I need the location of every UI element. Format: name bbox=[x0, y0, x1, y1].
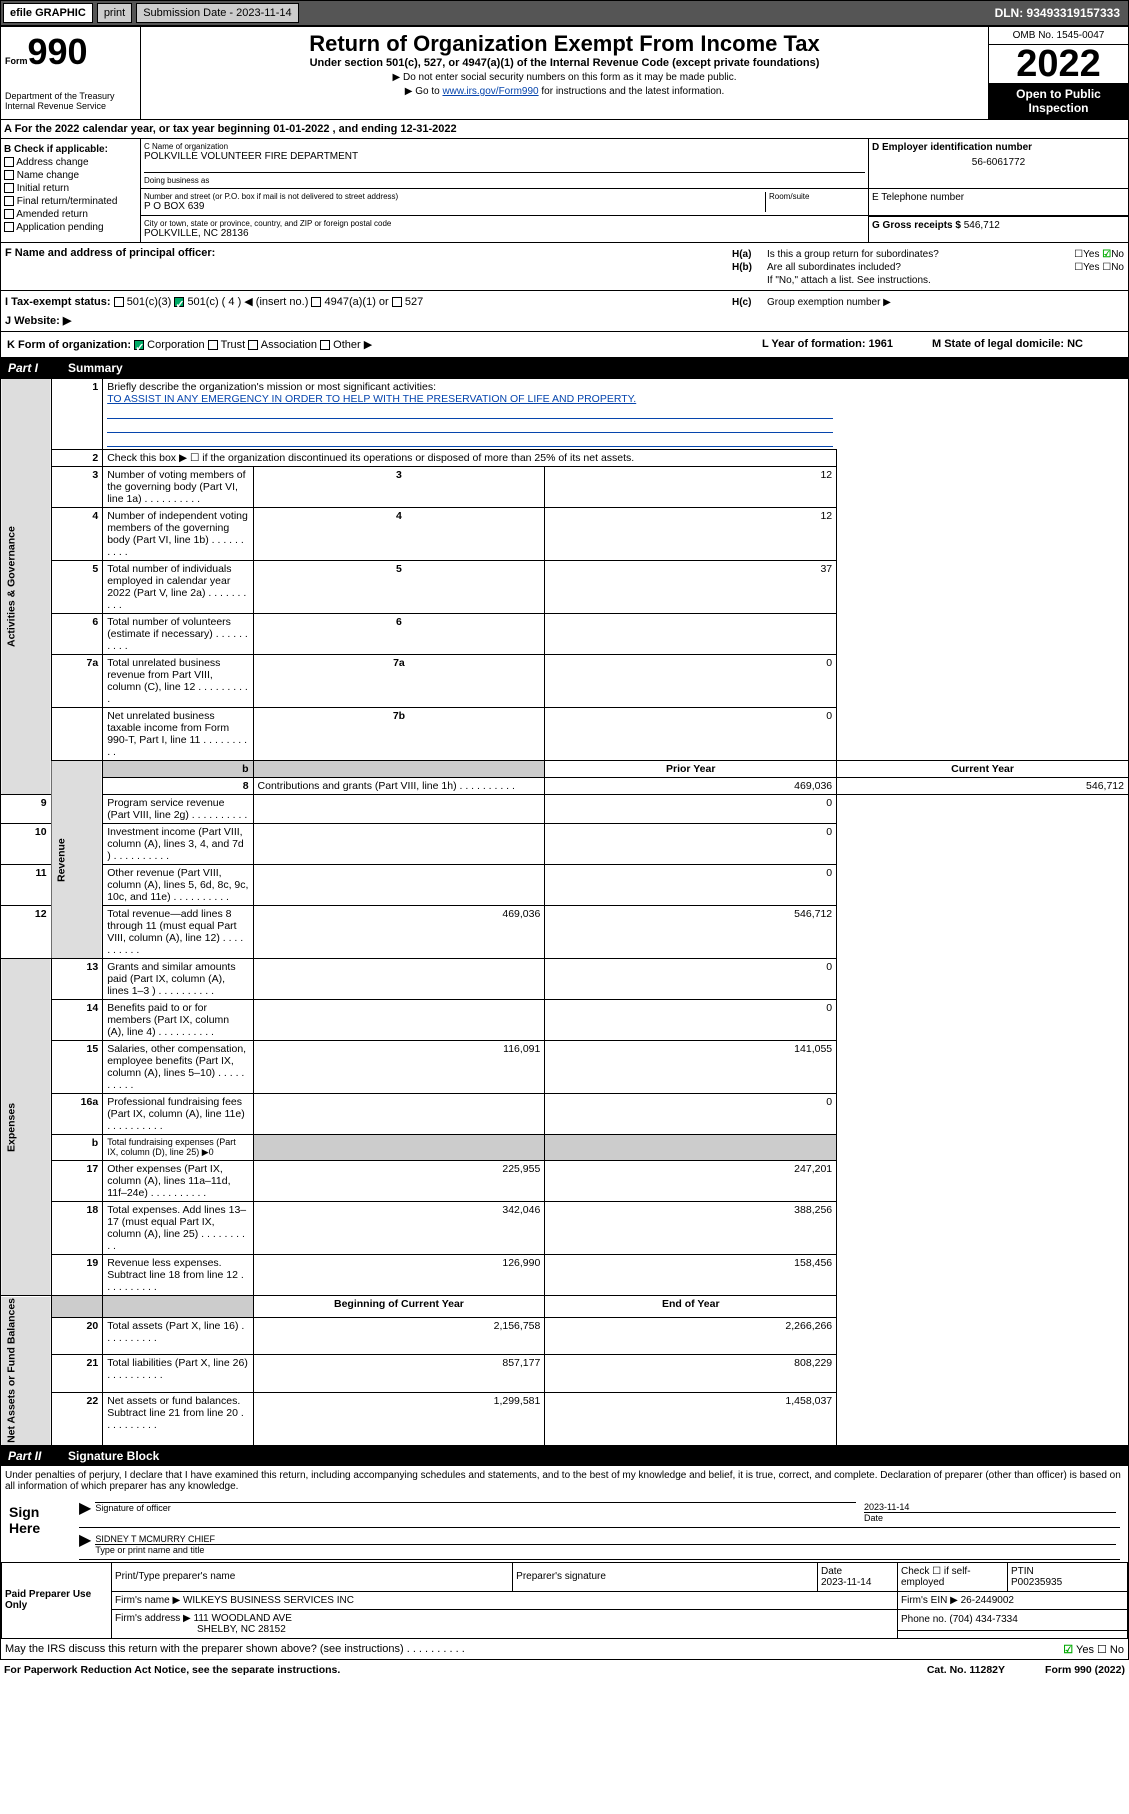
cb-pending[interactable] bbox=[4, 222, 14, 232]
submission-date: Submission Date - 2023-11-14 bbox=[136, 3, 298, 23]
paid-preparer-label: Paid Preparer Use Only bbox=[2, 1562, 112, 1638]
sign-here: Sign Here bbox=[1, 1496, 71, 1562]
ein-value: 56-6061772 bbox=[872, 157, 1125, 168]
row-f-h: F Name and address of principal officer:… bbox=[0, 243, 1129, 291]
row-f: F Name and address of principal officer: bbox=[5, 247, 724, 259]
part-2-header: Part IISignature Block bbox=[0, 1446, 1129, 1466]
note-ssn: ▶ Do not enter social security numbers o… bbox=[145, 72, 984, 83]
org-name-label: C Name of organization bbox=[144, 142, 865, 151]
addr-value: P O BOX 639 bbox=[144, 201, 765, 212]
state-domicile: M State of legal domicile: NC bbox=[932, 338, 1122, 351]
footer-form: Form 990 (2022) bbox=[1045, 1664, 1125, 1676]
row-i-j: I Tax-exempt status: 501(c)(3) ✓ 501(c) … bbox=[0, 291, 1129, 332]
page-footer: For Paperwork Reduction Act Notice, see … bbox=[0, 1660, 1129, 1680]
irs-link[interactable]: www.irs.gov/Form990 bbox=[442, 86, 538, 97]
footer-cat: Cat. No. 11282Y bbox=[927, 1664, 1005, 1676]
officer-name: SIDNEY T MCMURRY CHIEF bbox=[95, 1534, 1116, 1544]
row-a-tax-year: A For the 2022 calendar year, or tax yea… bbox=[0, 120, 1129, 139]
may-discuss: May the IRS discuss this return with the… bbox=[1, 1639, 1128, 1659]
gross-label: G Gross receipts $ bbox=[872, 220, 964, 231]
irs-label: Internal Revenue Service bbox=[5, 101, 136, 111]
vside-gov: Activities & Governance bbox=[1, 379, 52, 795]
ein-label: D Employer identification number bbox=[872, 142, 1125, 153]
year-formation: L Year of formation: 1961 bbox=[762, 338, 932, 351]
section-bc: B Check if applicable: Address change Na… bbox=[0, 139, 1129, 243]
tax-year: 2022 bbox=[989, 45, 1128, 83]
city-value: POLKVILLE, NC 28136 bbox=[144, 228, 865, 239]
row-k: K Form of organization: ✓ Corporation Tr… bbox=[0, 332, 1129, 358]
summary-table: Activities & Governance 1 Briefly descri… bbox=[0, 378, 1129, 1446]
efile-label: efile GRAPHIC bbox=[3, 3, 93, 23]
note-link: ▶ Go to www.irs.gov/Form990 for instruct… bbox=[145, 86, 984, 97]
gross-value: 546,712 bbox=[964, 220, 1000, 231]
form-header: Form990 Department of the Treasury Inter… bbox=[0, 26, 1129, 120]
cb-address[interactable] bbox=[4, 157, 14, 167]
city-label: City or town, state or province, country… bbox=[144, 219, 865, 228]
open-inspection: Open to Public Inspection bbox=[989, 83, 1128, 119]
cb-amended[interactable] bbox=[4, 209, 14, 219]
vside-net: Net Assets or Fund Balances bbox=[1, 1296, 52, 1446]
footer-left: For Paperwork Reduction Act Notice, see … bbox=[4, 1664, 340, 1676]
part-1-header: Part ISummary bbox=[0, 358, 1129, 378]
cb-name[interactable] bbox=[4, 170, 14, 180]
org-name: POLKVILLE VOLUNTEER FIRE DEPARTMENT bbox=[144, 151, 865, 162]
penalty-text: Under penalties of perjury, I declare th… bbox=[1, 1466, 1128, 1496]
form-label: Form bbox=[5, 56, 28, 66]
mission-text: TO ASSIST IN ANY EMERGENCY IN ORDER TO H… bbox=[107, 393, 636, 405]
room-label: Room/suite bbox=[769, 192, 865, 201]
section-b: B Check if applicable: Address change Na… bbox=[1, 139, 141, 242]
addr-label: Number and street (or P.O. box if mail i… bbox=[144, 192, 765, 201]
print-button[interactable]: print bbox=[97, 3, 132, 23]
preparer-table: Paid Preparer Use Only Print/Type prepar… bbox=[1, 1562, 1128, 1639]
signature-block: Under penalties of perjury, I declare th… bbox=[0, 1466, 1129, 1660]
cb-final[interactable] bbox=[4, 196, 14, 206]
firm-name: WILKEYS BUSINESS SERVICES INC bbox=[183, 1595, 354, 1606]
form-number: 990 bbox=[28, 31, 88, 72]
vside-rev: Revenue bbox=[51, 761, 103, 959]
tel-label: E Telephone number bbox=[868, 189, 1128, 215]
top-toolbar: efile GRAPHIC print Submission Date - 20… bbox=[0, 0, 1129, 26]
dept-treasury: Department of the Treasury bbox=[5, 91, 136, 101]
vside-exp: Expenses bbox=[1, 959, 52, 1296]
cb-initial[interactable] bbox=[4, 183, 14, 193]
dln-label: DLN: 93493319157333 bbox=[987, 3, 1128, 23]
form-subtitle: Under section 501(c), 527, or 4947(a)(1)… bbox=[145, 57, 984, 69]
dba-label: Doing business as bbox=[144, 172, 865, 185]
form-title: Return of Organization Exempt From Incom… bbox=[145, 31, 984, 57]
